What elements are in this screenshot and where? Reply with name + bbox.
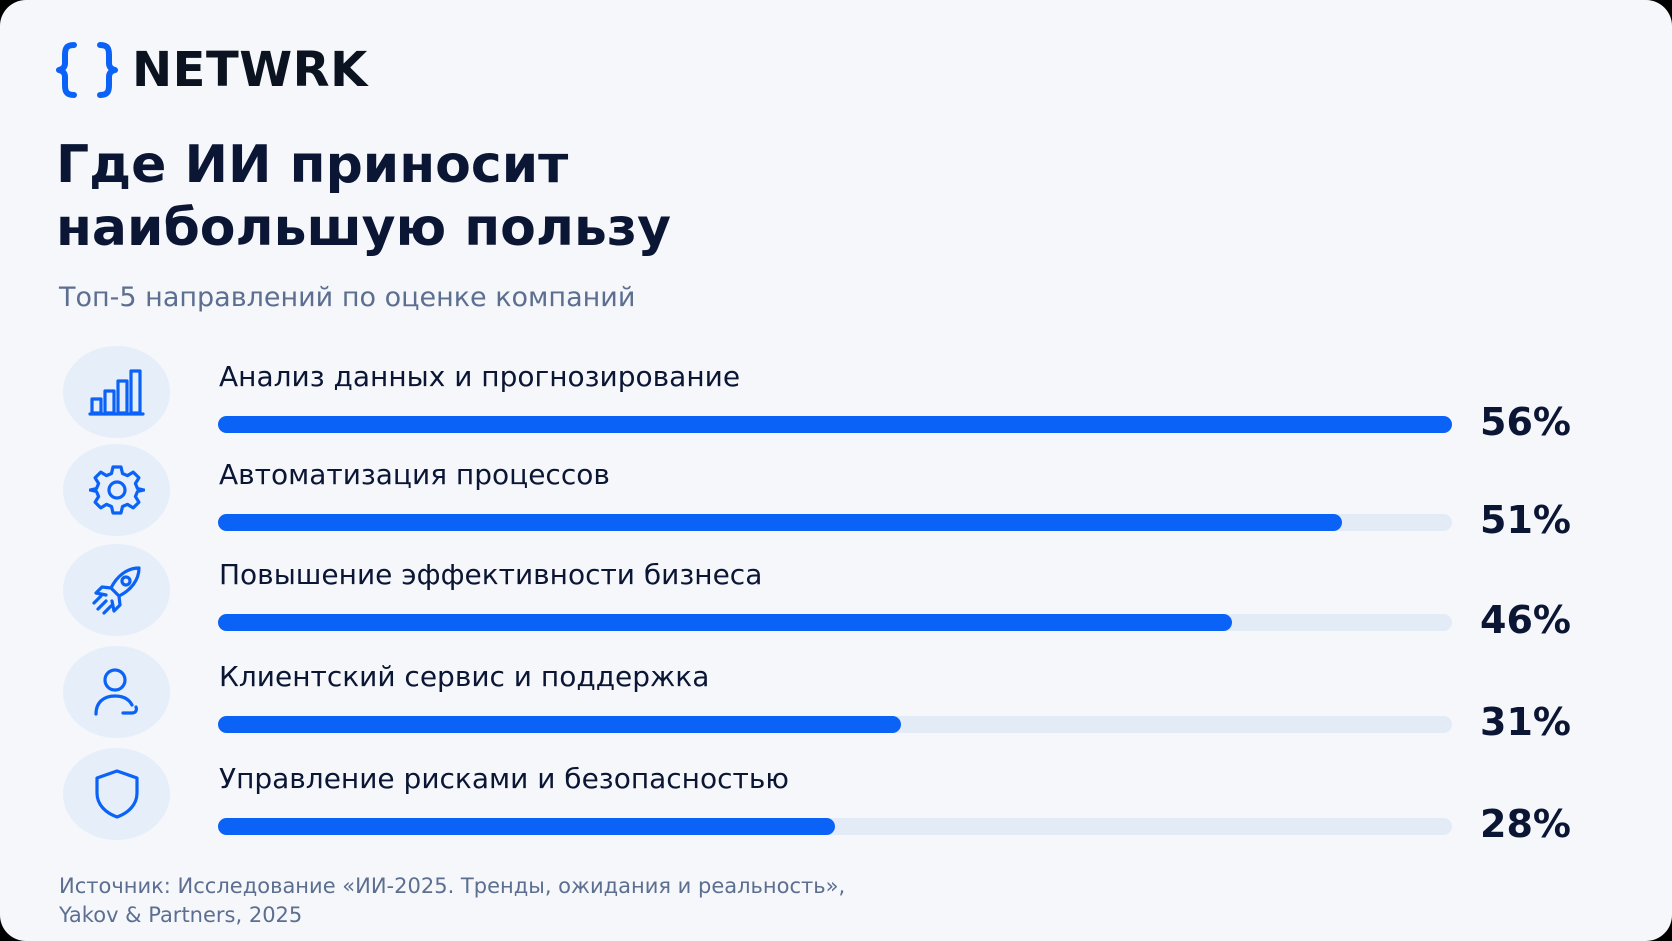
rocket-icon xyxy=(91,566,141,615)
icon-badge xyxy=(63,346,170,438)
brand-name: NETWRK xyxy=(132,42,368,98)
title-line: Где ИИ приносит xyxy=(56,135,569,195)
bar-fill xyxy=(218,716,901,733)
shield-icon xyxy=(94,769,139,819)
bar-label: Повышение эффективности бизнеса xyxy=(219,558,763,591)
icon-badge xyxy=(63,748,170,840)
title-line: наибольшую пользу xyxy=(56,198,671,258)
icon-badge xyxy=(63,646,170,738)
bar-fill xyxy=(218,514,1342,531)
bar-chart-icon xyxy=(87,369,145,416)
user-icon xyxy=(93,668,138,716)
bar-label: Анализ данных и прогнозирование xyxy=(219,360,741,393)
bar-fill xyxy=(218,416,1452,433)
bar-label: Управление рисками и безопасностью xyxy=(219,762,789,795)
source-line: Yakov & Partners, 2025 xyxy=(59,903,303,927)
source-note: Источник: Исследование «ИИ-2025. Тренды,… xyxy=(59,872,845,930)
brand-logo: NETWRK xyxy=(56,40,368,100)
bar-track xyxy=(218,416,1452,433)
bar-track xyxy=(218,818,1452,835)
bar-value-label: 46% xyxy=(1480,598,1571,642)
gear-icon xyxy=(88,465,145,515)
bar-track xyxy=(218,614,1452,631)
bar-value-label: 51% xyxy=(1480,498,1571,542)
bar-value-label: 28% xyxy=(1480,802,1571,846)
icon-badge xyxy=(63,544,170,636)
bar-label: Клиентский сервис и поддержка xyxy=(219,660,710,693)
source-line: Источник: Исследование «ИИ-2025. Тренды,… xyxy=(59,874,846,898)
bar-fill xyxy=(218,614,1232,631)
icon-badge xyxy=(63,444,170,536)
bar-track xyxy=(218,514,1452,531)
bar-fill xyxy=(218,818,835,835)
bar-track xyxy=(218,716,1452,733)
page-subtitle: Топ-5 направлений по оценке компаний xyxy=(59,282,636,313)
page-title: Где ИИ приносит наибольшую пользу xyxy=(56,134,671,260)
bar-label: Автоматизация процессов xyxy=(219,458,610,491)
curly-braces-icon xyxy=(56,42,118,98)
bar-value-label: 56% xyxy=(1480,400,1571,444)
bar-value-label: 31% xyxy=(1480,700,1571,744)
